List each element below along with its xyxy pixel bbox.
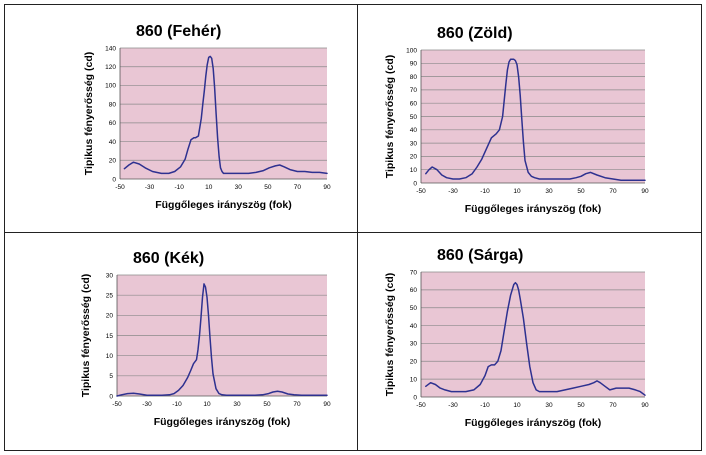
y-tick-label: 100 [105,83,116,90]
x-tick-label: -10 [174,184,184,191]
intensity-curve [116,283,328,397]
y-tick-label: 40 [410,323,418,330]
y-tick-label: 70 [410,269,418,276]
x-tick-label: 90 [641,188,649,195]
chart-svg: 860 (Sárga) 0 10 20 30 40 50 60 70 -50 -30 -10 10 30 5… [384,247,649,429]
intensity-curve [123,55,328,175]
y-tick-label: 20 [106,313,114,320]
x-tick-label: 30 [233,401,241,408]
x-tick-label: 10 [513,188,521,195]
chart-panel-zold: 860 (Zöld) 0 10 20 30 40 50 60 70 80 90 100 -50 -30 -1… [357,5,702,230]
y-tick-label: 0 [413,394,417,401]
y-tick-label: 30 [106,272,114,279]
chart-svg: 860 (Kék) 0 5 10 15 20 25 30 -50 -30 -10 10 30 50 70 90… [80,250,331,428]
x-tick-label: -30 [448,402,458,409]
x-tick-label: 90 [323,184,331,191]
y-tick-label: 80 [410,74,418,81]
y-tick-label: 50 [410,305,418,312]
y-tick-label: 10 [410,376,418,383]
x-tick-label: 50 [263,401,271,408]
y-tick-label: 0 [112,176,116,183]
y-axis-label: Tipikus fényerősség (cd) [384,55,396,179]
x-tick-label: -30 [448,188,458,195]
y-axis-label: Tipikus fényerősség (cd) [80,274,92,398]
x-tick-label: 70 [609,402,617,409]
x-tick-label: 50 [264,184,272,191]
chart-title: 860 (Zöld) [437,25,513,42]
intensity-curve [425,58,646,182]
y-tick-label: 10 [410,167,418,174]
y-tick-label: 30 [410,341,418,348]
x-tick-label: 10 [205,184,213,191]
y-tick-label: 20 [410,359,418,366]
x-tick-label: -30 [142,401,152,408]
chart-svg: 860 (Fehér) 0 20 40 60 80 100 120 140 -50 -30 -10 10… [83,23,331,211]
y-tick-label: 90 [410,61,418,68]
chart-panel-sarga: 860 (Sárga) 0 10 20 30 40 50 60 70 -50 -30 -10 10 30 5… [357,232,702,451]
y-tick-label: 40 [410,127,418,134]
x-tick-label: -10 [480,402,490,409]
x-tick-label: 70 [293,401,301,408]
chart-title: 860 (Kék) [133,250,204,267]
x-axis-label: Függőleges irányszög (fok) [154,416,291,428]
chart-svg: 860 (Zöld) 0 10 20 30 40 50 60 70 80 90 100 -50 -30 -1… [384,25,649,215]
y-tick-label: 60 [109,120,117,127]
y-tick-label: 140 [105,45,116,52]
x-axis-label: Függőleges irányszög (fok) [465,417,602,429]
x-tick-label: 70 [294,184,302,191]
x-tick-label: 50 [577,402,585,409]
y-tick-label: 10 [106,353,114,360]
x-axis-label: Függőleges irányszög (fok) [465,203,602,215]
y-tick-label: 30 [410,140,418,147]
y-tick-label: 5 [109,373,113,380]
x-tick-label: -30 [145,184,155,191]
y-tick-label: 40 [109,139,117,146]
y-tick-label: 0 [413,180,417,187]
x-tick-label: 10 [513,402,521,409]
y-tick-label: 80 [109,101,117,108]
chart-title: 860 (Sárga) [437,247,523,264]
y-tick-label: 60 [410,101,418,108]
vertical-divider [357,5,358,450]
x-tick-label: -10 [480,188,490,195]
y-axis-label: Tipikus fényerősség (cd) [384,273,396,397]
x-tick-label: -50 [416,402,426,409]
y-tick-label: 70 [410,87,418,94]
x-tick-label: 30 [545,402,553,409]
x-tick-label: 90 [323,401,331,408]
y-tick-label: 120 [105,64,116,71]
chart-panel-feher: 860 (Fehér) 0 20 40 60 80 100 120 140 -50 -30 -10 10… [5,5,355,230]
figure-frame [4,4,702,451]
y-tick-label: 25 [106,292,114,299]
chart-title: 860 (Fehér) [136,23,221,40]
plot-area [120,48,327,179]
y-tick-label: 0 [109,393,113,400]
x-tick-label: -50 [112,401,122,408]
y-tick-label: 100 [406,47,417,54]
x-axis-label: Függőleges irányszög (fok) [155,199,292,211]
x-tick-label: 30 [545,188,553,195]
x-tick-label: -10 [172,401,182,408]
intensity-curve [425,281,646,396]
x-tick-label: -50 [115,184,125,191]
x-tick-label: 30 [235,184,243,191]
chart-panel-kek: 860 (Kék) 0 5 10 15 20 25 30 -50 -30 -10 10 30 50 70 90… [5,232,355,451]
x-tick-label: -50 [416,188,426,195]
y-tick-label: 15 [106,333,114,340]
y-tick-label: 20 [109,158,117,165]
y-tick-label: 20 [410,154,418,161]
y-tick-label: 50 [410,114,418,121]
y-tick-label: 60 [410,287,418,294]
y-axis-label: Tipikus fényerősség (cd) [83,52,95,176]
x-tick-label: 10 [203,401,211,408]
plot-area [421,272,645,397]
x-tick-label: 70 [609,188,617,195]
x-tick-label: 90 [641,402,649,409]
x-tick-label: 50 [577,188,585,195]
horizontal-divider [5,232,701,233]
